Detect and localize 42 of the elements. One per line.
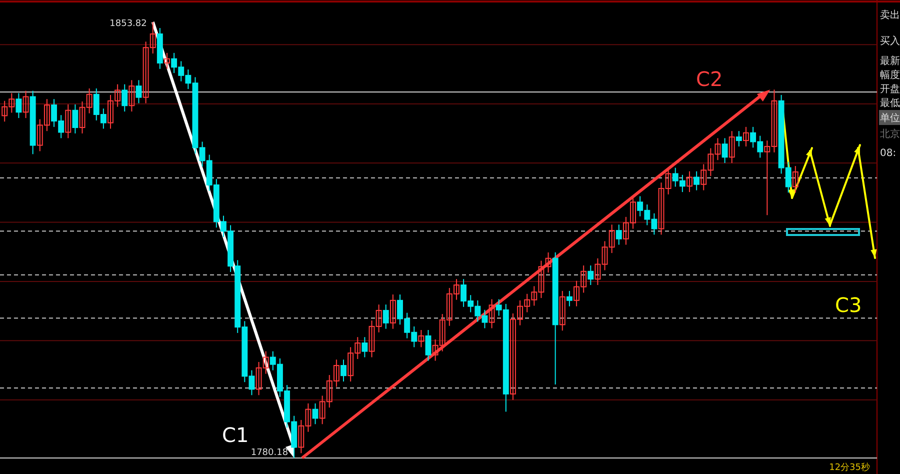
candlestick [65, 104, 72, 139]
candlestick [694, 170, 700, 191]
candlestick [390, 294, 396, 330]
candlestick [425, 329, 432, 362]
candlestick [792, 165, 798, 194]
candlestick [559, 290, 566, 332]
candlestick [588, 264, 594, 286]
candlestick [122, 84, 128, 112]
text: 12分35秒 [829, 462, 870, 473]
candlestick [728, 130, 735, 164]
candlestick [164, 52, 170, 70]
text: 08: [880, 148, 896, 159]
text: 买入 [880, 35, 900, 47]
candlestick [362, 336, 368, 358]
candlestick [743, 126, 749, 147]
annotation: C1 [222, 423, 249, 447]
candlestick [722, 138, 728, 164]
candlestick [488, 298, 495, 329]
candlestick [418, 329, 424, 348]
candlestick [16, 92, 22, 119]
annotation: C2 [696, 67, 723, 91]
text: 卖出 [880, 9, 900, 21]
candlestick [340, 359, 346, 382]
candlestick [382, 304, 389, 330]
candlestick [736, 130, 742, 147]
text: 开盘 [880, 83, 900, 95]
text: 单位 [880, 112, 900, 124]
candlestick [566, 290, 572, 307]
candlestick [616, 224, 622, 246]
text: 幅度 [880, 69, 900, 81]
candlestick [312, 402, 318, 425]
text: 最低 [880, 98, 900, 109]
annotation: 1853.82 [110, 19, 147, 29]
text: 最新 [880, 55, 900, 67]
candlestick [686, 170, 692, 193]
annotation: 1780.18 [250, 448, 288, 458]
candlestick [128, 80, 135, 112]
candlestick [22, 90, 29, 119]
text: C3 [835, 293, 862, 317]
candlestick [72, 104, 78, 134]
candlestick [136, 80, 142, 104]
text: 北京 [880, 128, 900, 140]
